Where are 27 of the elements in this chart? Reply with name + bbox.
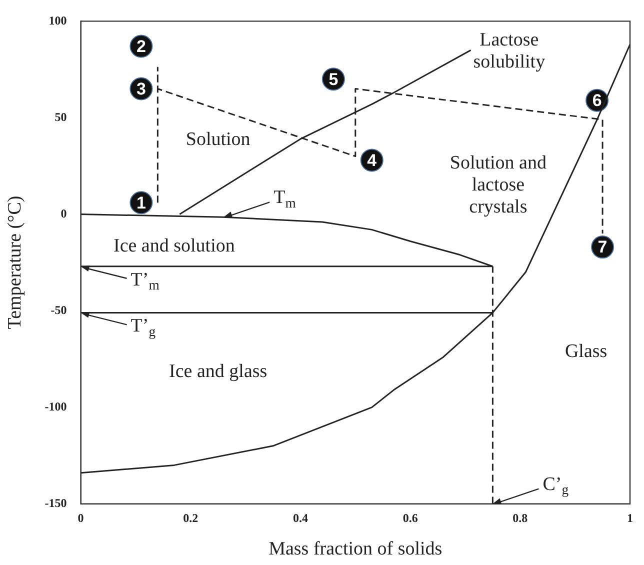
y-tick-label: -50 (50, 302, 67, 317)
y-tick-label: 50 (54, 110, 67, 124)
y-tick-label: 100 (48, 13, 67, 28)
annotation: 6 (592, 91, 602, 110)
annotation: 5 (328, 70, 338, 89)
annotation: 7 (598, 238, 608, 257)
x-tick-label: 0.2 (183, 511, 198, 526)
x-tick-label: 1 (627, 511, 633, 526)
x-tick-label: 0.4 (292, 511, 308, 526)
annotation: Glass (564, 341, 608, 362)
annotation: Ice and solution (113, 236, 236, 257)
annotation: 3 (136, 79, 146, 98)
x-tick-label: 0.8 (512, 511, 528, 526)
annotation: Solution and lactose crystals (450, 152, 547, 218)
annotation: 1 (136, 193, 146, 212)
x-tick-label: 0 (78, 511, 84, 526)
y-tick-label: -100 (44, 399, 67, 414)
annotation: 4 (367, 150, 378, 170)
annotation: Solution (186, 128, 251, 150)
y-tick-label: -150 (44, 496, 67, 510)
annotation: Ice and glass (169, 361, 268, 382)
y-axis-title: Temperature (°C) (4, 196, 26, 330)
annotation: 2 (136, 36, 146, 56)
y-tick-label: 0 (60, 206, 67, 220)
x-axis-title: Mass fraction of solids (268, 538, 442, 560)
x-tick-label: 0.6 (402, 511, 418, 526)
annotation: Lactose solubility (473, 30, 546, 73)
